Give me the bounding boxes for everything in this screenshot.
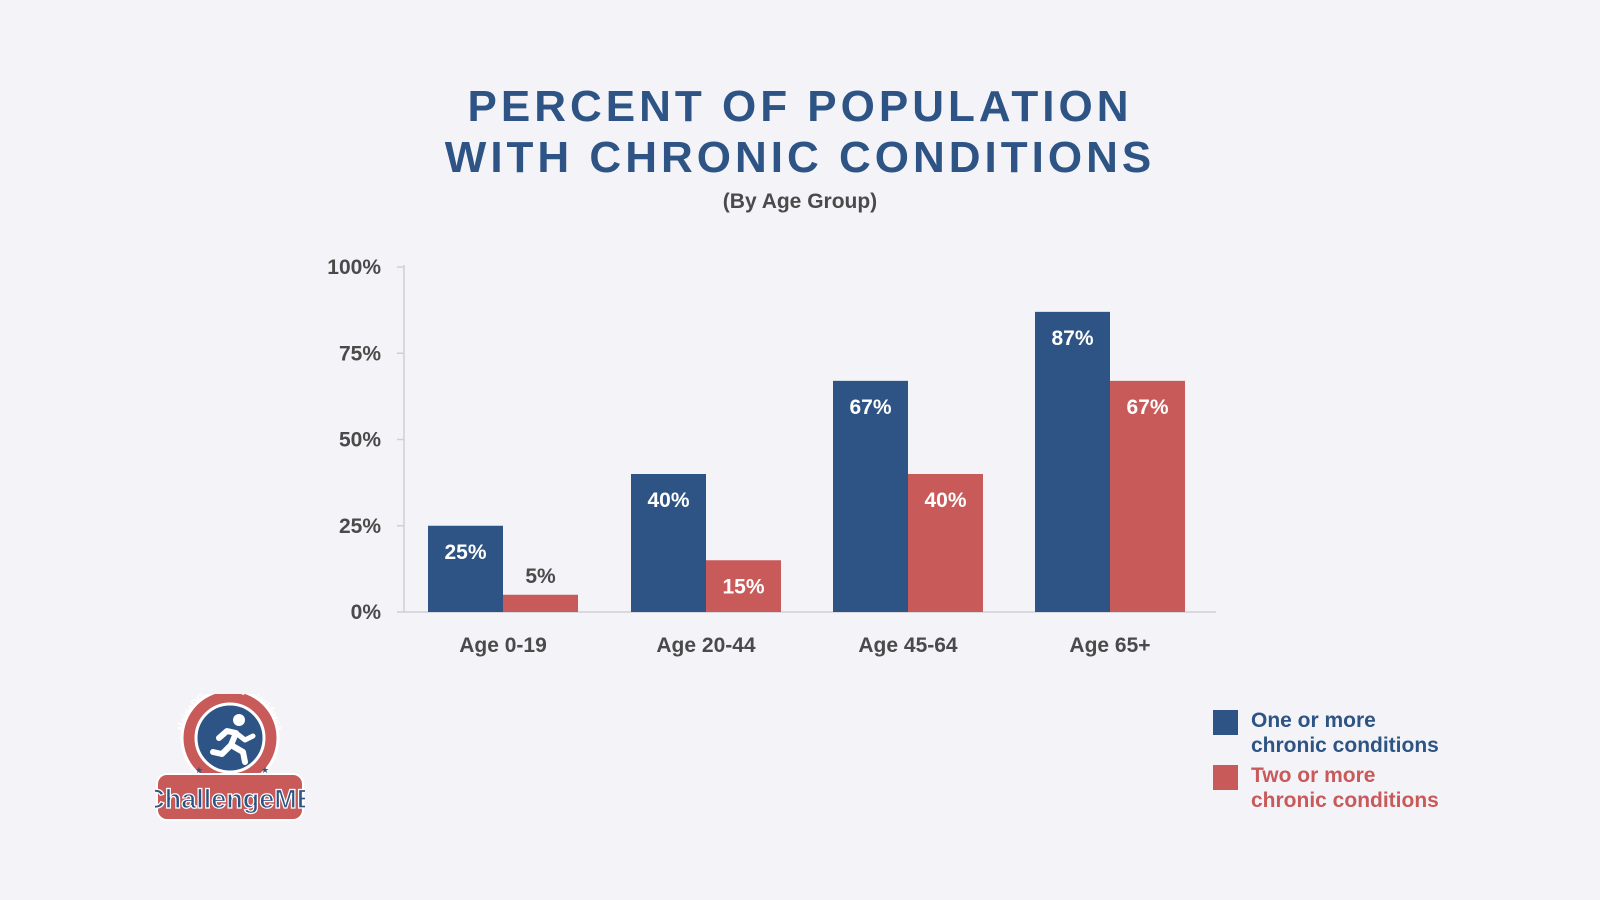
chart-title-line-1: PERCENT OF POPULATION	[467, 82, 1133, 131]
legend-swatch-red	[1213, 765, 1238, 790]
bar-two-or-more	[908, 474, 983, 612]
legend-label-line: chronic conditions	[1251, 789, 1439, 812]
bar-value-label: 67%	[849, 396, 891, 419]
y-tick-label: 100%	[327, 256, 381, 279]
logo-name: ChallengeME	[155, 784, 305, 814]
bar-two-or-more	[1110, 380, 1185, 612]
legend-label-line: Two or more	[1251, 764, 1376, 787]
bar-value-label: 15%	[722, 575, 764, 598]
y-tick-label: 50%	[339, 429, 381, 452]
bar-value-label: 40%	[924, 489, 966, 512]
y-tick-label: 25%	[339, 515, 381, 538]
running-person-icon	[210, 714, 256, 765]
x-tick-label: Age 45-64	[858, 634, 958, 657]
legend-label-line: One or more	[1251, 709, 1376, 732]
chart-title-line-2: WITH CHRONIC CONDITIONS	[444, 133, 1156, 182]
x-tick-label: Age 0-19	[459, 634, 547, 657]
y-tick-label: 0%	[351, 601, 382, 624]
svg-text:★: ★	[195, 766, 203, 776]
bar-value-label: 87%	[1051, 327, 1093, 350]
bar-one-or-more	[428, 525, 503, 612]
chart-subtitle: (By Age Group)	[722, 190, 878, 213]
challengeme-logo: MaineDOT Healthy Workforce ★★★ ★★★ Chall…	[155, 694, 305, 821]
bar-two-or-more	[706, 560, 781, 612]
bar-two-or-more	[503, 594, 578, 612]
x-tick-label: Age 20-44	[656, 634, 756, 657]
x-tick-label: Age 65+	[1069, 634, 1150, 657]
legend-label-two-or-more: Two or more chronic conditions	[1251, 763, 1481, 813]
legend-label-line: chronic conditions	[1251, 734, 1439, 757]
legend-swatch-blue	[1213, 710, 1238, 735]
bar-one-or-more	[833, 380, 908, 612]
bar-one-or-more	[631, 474, 706, 612]
legend-label-one-or-more: One or more chronic conditions	[1251, 708, 1481, 758]
svg-text:★: ★	[261, 766, 269, 776]
y-tick-label: 75%	[339, 342, 381, 365]
bar-value-label: 5%	[525, 565, 556, 588]
bar-value-label: 25%	[444, 541, 486, 564]
bar-value-label: 67%	[1126, 396, 1168, 419]
bar-value-label: 40%	[647, 489, 689, 512]
bar-one-or-more	[1035, 311, 1110, 612]
